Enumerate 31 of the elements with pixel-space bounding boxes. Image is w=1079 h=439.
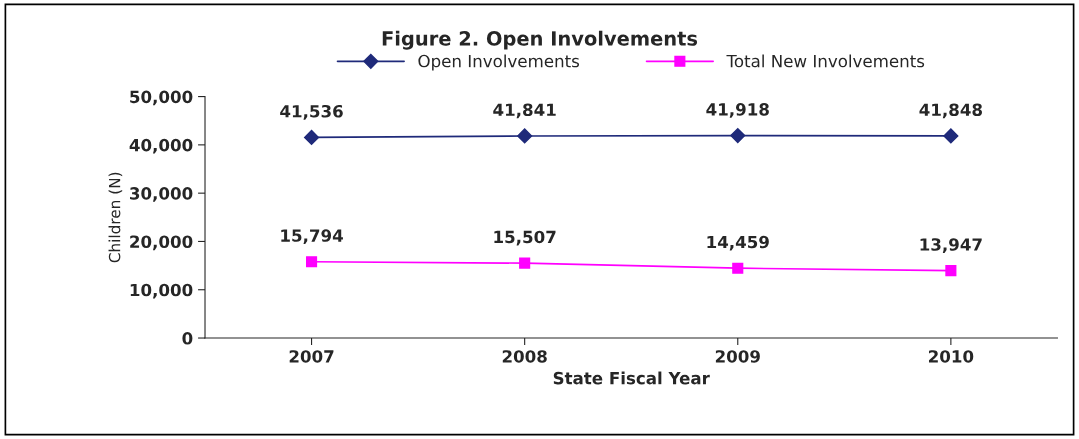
y-tick-label: 0 xyxy=(182,331,193,345)
x-tick-label: 2010 xyxy=(928,350,974,363)
data-label: 15,794 xyxy=(281,229,343,244)
point xyxy=(732,262,744,274)
data-label: 41,536 xyxy=(280,104,343,120)
y-tick-label: 50,000 xyxy=(130,90,193,106)
y-tick-label: 30,000 xyxy=(130,187,193,202)
x-tick-label: 2007 xyxy=(289,350,334,363)
y-tick-label: 20,000 xyxy=(130,235,193,251)
data-label: 41,848 xyxy=(919,103,982,119)
y-tick-label: 10,000 xyxy=(130,283,193,299)
point xyxy=(303,129,320,146)
point xyxy=(730,128,746,144)
legend-label: Total New Involvements xyxy=(726,54,925,68)
point xyxy=(945,265,957,277)
point xyxy=(517,128,533,144)
data-label: 13,947 xyxy=(920,238,982,253)
legend-label: Open Involvements xyxy=(418,54,580,71)
data-label: 41,841 xyxy=(493,103,556,119)
point xyxy=(306,256,318,268)
point xyxy=(519,257,531,269)
y-tick-label: 40,000 xyxy=(129,138,193,154)
y-axis-title: Children (N) xyxy=(108,172,123,263)
x-tick-label: 2008 xyxy=(502,350,547,363)
data-label: 14,459 xyxy=(707,235,769,251)
point xyxy=(943,128,959,144)
x-tick-label: 2009 xyxy=(715,350,760,363)
x-axis-title: State Fiscal Year xyxy=(553,371,710,385)
data-label: 41,918 xyxy=(706,103,769,118)
data-label: 15,507 xyxy=(494,230,556,246)
chart-title: Figure 2. Open Involvements xyxy=(382,30,698,50)
